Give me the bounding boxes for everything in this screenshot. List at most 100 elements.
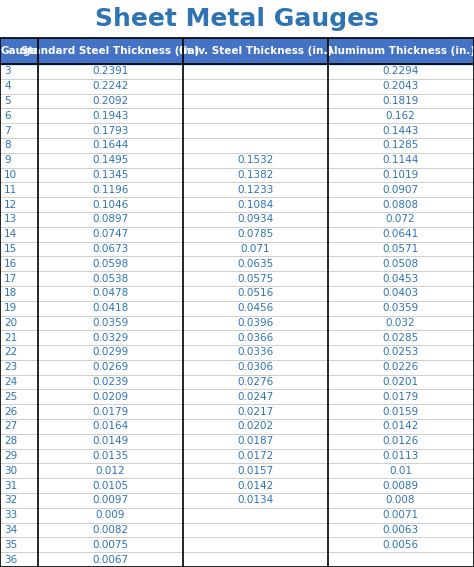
Bar — [0, 242, 474, 256]
Text: 11: 11 — [4, 185, 17, 194]
Text: Gauge: Gauge — [0, 46, 38, 56]
Text: 0.1285: 0.1285 — [383, 141, 419, 150]
Text: 0.0067: 0.0067 — [92, 555, 128, 565]
Text: 3: 3 — [4, 66, 10, 77]
Text: 0.071: 0.071 — [241, 244, 270, 254]
Text: 9: 9 — [4, 155, 10, 165]
Text: 0.0366: 0.0366 — [237, 333, 273, 342]
Text: 0.0785: 0.0785 — [237, 229, 273, 239]
Bar — [0, 331, 474, 345]
Text: 0.0113: 0.0113 — [383, 451, 419, 461]
Text: 18: 18 — [4, 288, 17, 298]
Bar — [0, 360, 474, 375]
Text: 0.0089: 0.0089 — [383, 481, 419, 490]
Bar — [0, 183, 474, 197]
Bar — [0, 523, 474, 538]
Text: 0.0105: 0.0105 — [92, 481, 128, 490]
Text: 0.0075: 0.0075 — [92, 540, 128, 550]
Text: 0.0179: 0.0179 — [383, 392, 419, 402]
Text: 24: 24 — [4, 377, 17, 387]
Bar — [0, 256, 474, 271]
Text: 0.0571: 0.0571 — [383, 244, 419, 254]
Bar — [0, 286, 474, 301]
Bar — [0, 538, 474, 552]
Text: 28: 28 — [4, 436, 17, 446]
Text: 0.1793: 0.1793 — [92, 125, 128, 136]
Text: 0.008: 0.008 — [386, 496, 415, 505]
Bar — [0, 315, 474, 331]
Text: 0.0418: 0.0418 — [92, 303, 128, 313]
Text: 0.0217: 0.0217 — [237, 407, 273, 417]
Bar — [0, 434, 474, 448]
Text: 0.1019: 0.1019 — [383, 170, 419, 180]
Text: 0.0159: 0.0159 — [383, 407, 419, 417]
Text: 0.0187: 0.0187 — [237, 436, 273, 446]
Text: 27: 27 — [4, 421, 17, 431]
Text: 0.1644: 0.1644 — [92, 141, 128, 150]
Text: 31: 31 — [4, 481, 17, 490]
Text: 0.1196: 0.1196 — [92, 185, 128, 194]
Bar — [0, 301, 474, 315]
Bar — [0, 64, 474, 79]
Text: Sheet Metal Gauges: Sheet Metal Gauges — [95, 7, 379, 31]
Bar — [0, 493, 474, 508]
Text: 0.0508: 0.0508 — [383, 259, 419, 269]
Text: 0.0179: 0.0179 — [92, 407, 128, 417]
Text: Standard Steel Thickness (in.): Standard Steel Thickness (in.) — [21, 46, 200, 56]
Text: 26: 26 — [4, 407, 17, 417]
Text: 12: 12 — [4, 200, 17, 210]
Text: 32: 32 — [4, 496, 17, 505]
Bar — [0, 448, 474, 463]
Text: 0.0897: 0.0897 — [92, 214, 128, 225]
Text: 0.0082: 0.0082 — [92, 525, 128, 535]
Text: 0.032: 0.032 — [386, 318, 415, 328]
Text: 7: 7 — [4, 125, 10, 136]
Text: 30: 30 — [4, 466, 17, 476]
Bar — [0, 390, 474, 404]
Bar — [0, 168, 474, 183]
Text: 0.1495: 0.1495 — [92, 155, 128, 165]
Text: 0.2294: 0.2294 — [383, 66, 419, 77]
Text: 36: 36 — [4, 555, 17, 565]
Text: 5: 5 — [4, 96, 10, 106]
Text: 35: 35 — [4, 540, 17, 550]
Text: 0.0598: 0.0598 — [92, 259, 128, 269]
Text: 19: 19 — [4, 303, 17, 313]
Text: 0.0747: 0.0747 — [92, 229, 128, 239]
Bar — [0, 94, 474, 108]
Bar — [0, 123, 474, 138]
Text: 0.0253: 0.0253 — [383, 348, 419, 357]
Text: 0.1144: 0.1144 — [383, 155, 419, 165]
Text: 0.0907: 0.0907 — [383, 185, 419, 194]
Text: 0.0172: 0.0172 — [237, 451, 273, 461]
Text: 23: 23 — [4, 362, 17, 373]
Text: 4: 4 — [4, 81, 10, 91]
Text: 0.1233: 0.1233 — [237, 185, 273, 194]
Text: 0.0056: 0.0056 — [383, 540, 419, 550]
Text: 0.0575: 0.0575 — [237, 273, 273, 284]
Text: 0.0403: 0.0403 — [383, 288, 419, 298]
Text: 17: 17 — [4, 273, 17, 284]
Text: 0.0063: 0.0063 — [383, 525, 419, 535]
Text: 0.0359: 0.0359 — [92, 318, 128, 328]
Text: 0.0149: 0.0149 — [92, 436, 128, 446]
Text: 0.0269: 0.0269 — [92, 362, 128, 373]
Bar — [0, 197, 474, 212]
Text: 0.01: 0.01 — [389, 466, 412, 476]
Text: 0.0226: 0.0226 — [383, 362, 419, 373]
Bar — [0, 463, 474, 478]
Text: 0.1532: 0.1532 — [237, 155, 273, 165]
Text: 33: 33 — [4, 510, 17, 520]
Text: 0.0934: 0.0934 — [237, 214, 273, 225]
Text: 0.0134: 0.0134 — [237, 496, 273, 505]
Text: 10: 10 — [4, 170, 17, 180]
Text: 0.072: 0.072 — [386, 214, 415, 225]
Text: 13: 13 — [4, 214, 17, 225]
Bar — [0, 552, 474, 567]
Text: 0.2391: 0.2391 — [92, 66, 128, 77]
Text: 0.0538: 0.0538 — [92, 273, 128, 284]
Bar — [0, 404, 474, 419]
Text: 0.0201: 0.0201 — [383, 377, 419, 387]
Bar — [0, 153, 474, 168]
Bar — [0, 508, 474, 523]
